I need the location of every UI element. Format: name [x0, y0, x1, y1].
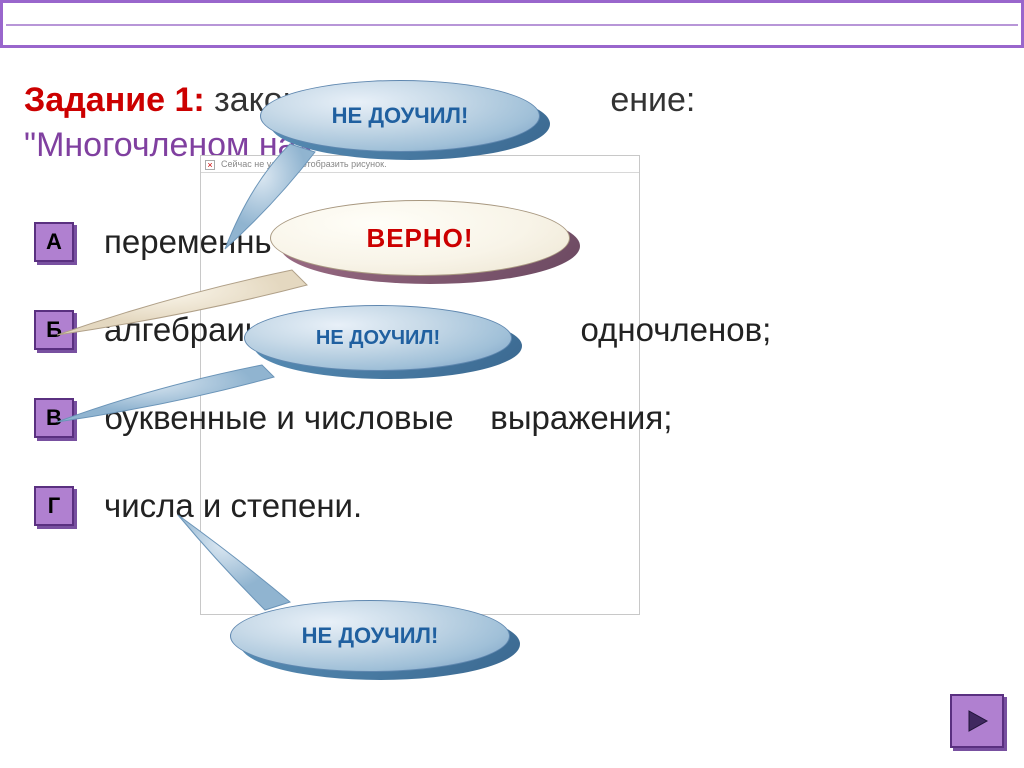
option-letter: А	[46, 229, 62, 255]
play-icon	[963, 707, 991, 735]
option-row-g: Г числа и степени.	[34, 486, 771, 526]
callout-text: НЕ ДОУЧИЛ!	[302, 623, 439, 649]
option-button-g[interactable]: Г	[34, 486, 74, 526]
title-bar-divider	[6, 24, 1018, 26]
task-label: Задание 1:	[24, 81, 205, 119]
option-letter: Г	[48, 493, 60, 519]
callout-tail	[170, 510, 320, 620]
callout-bubble: НЕ ДОУЧИЛ!	[230, 600, 510, 672]
callout-text: НЕ ДОУЧИЛ!	[316, 327, 440, 350]
task-text-2: ение:	[610, 81, 695, 119]
callout-bubble: НЕ ДОУЧИЛ!	[260, 80, 540, 152]
image-error-icon: ×	[205, 160, 215, 170]
callout-text: ВЕРНО!	[366, 223, 473, 254]
option-b-right: одночленов;	[581, 311, 772, 348]
callout-wrong-bottom: НЕ ДОУЧИЛ!	[230, 600, 510, 672]
callout-text: НЕ ДОУЧИЛ!	[332, 103, 469, 129]
next-slide-button[interactable]	[950, 694, 1004, 748]
option-button-a[interactable]: А	[34, 222, 74, 262]
callout-tail	[52, 260, 312, 340]
title-bar	[0, 0, 1024, 48]
callout-wrong-top: НЕ ДОУЧИЛ!	[260, 80, 540, 152]
callout-tail	[220, 134, 330, 254]
callout-tail	[52, 357, 282, 427]
